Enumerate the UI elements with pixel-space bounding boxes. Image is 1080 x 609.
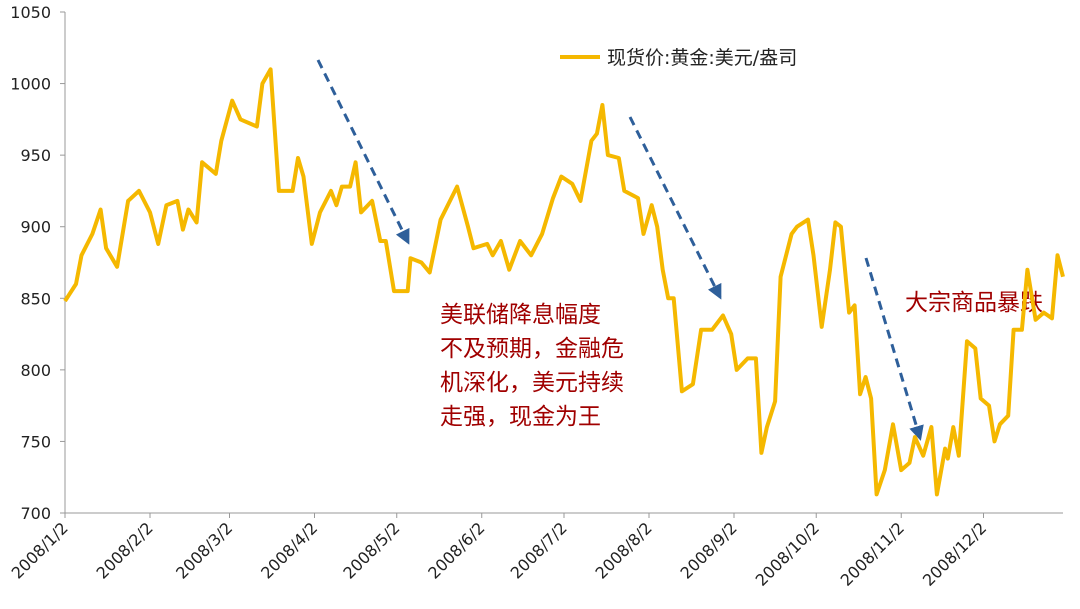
y-tick-label: 900 — [20, 218, 51, 237]
annotation: 大宗商品暴跌 — [905, 290, 1043, 316]
x-tick-label: 2008/12/2 — [919, 518, 990, 589]
arrow — [628, 116, 722, 300]
y-tick-label: 750 — [20, 432, 51, 451]
x-tick-label: 2008/8/2 — [592, 518, 656, 582]
arrow — [864, 257, 924, 441]
x-tick-label: 2008/2/2 — [93, 518, 157, 582]
x-tick-label: 2008/1/2 — [8, 518, 72, 582]
annotation: 走强，现金为王 — [440, 404, 601, 430]
y-tick-label: 700 — [20, 504, 51, 523]
annotation: 机深化，美元持续 — [440, 370, 624, 396]
y-tick-label: 800 — [20, 361, 51, 380]
y-tick-label: 1050 — [10, 3, 51, 22]
x-tick-label: 2008/9/2 — [677, 518, 741, 582]
x-tick-label: 2008/11/2 — [837, 518, 908, 589]
y-tick-label: 850 — [20, 289, 51, 308]
arrow — [316, 59, 410, 245]
x-tick-label: 2008/7/2 — [507, 518, 571, 582]
x-tick-label: 2008/5/2 — [339, 518, 403, 582]
y-tick-label: 1000 — [10, 75, 51, 94]
annotation: 不及预期，金融危 — [440, 336, 624, 362]
x-tick-label: 2008/3/2 — [172, 518, 236, 582]
legend-label: 现货价:黄金:美元/盎司 — [607, 47, 797, 69]
line-series — [63, 67, 1065, 497]
x-tick-label: 2008/4/2 — [257, 518, 321, 582]
x-tick-label: 2008/6/2 — [424, 518, 488, 582]
annotation: 美联储降息幅度 — [440, 302, 601, 328]
y-tick-label: 950 — [20, 146, 51, 165]
x-tick-label: 2008/10/2 — [752, 518, 823, 589]
